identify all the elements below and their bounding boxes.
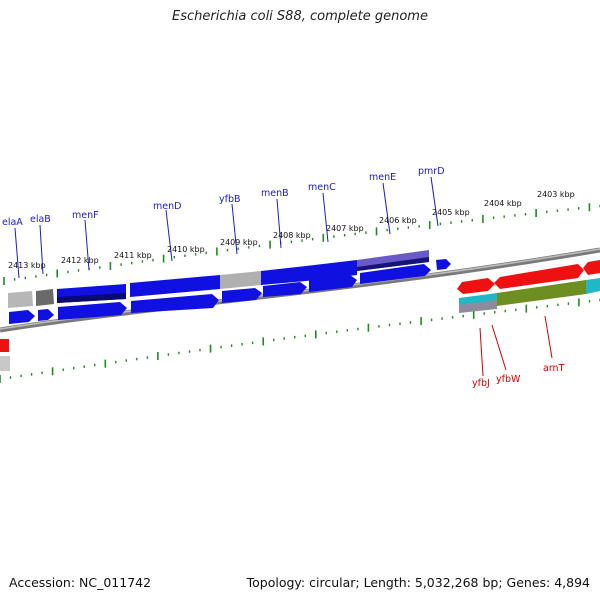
arrow-menB (263, 282, 307, 297)
map-title: Escherichia coli S88, complete genome (172, 9, 428, 24)
gene-block-elaB (36, 289, 54, 306)
ruler-label: 2411 kbp (114, 251, 152, 260)
label-leaders (14, 176, 553, 377)
arrow-menD (131, 294, 219, 313)
ruler-label: 2413 kbp (8, 261, 46, 270)
arrow-menF (58, 302, 127, 320)
gene-label-arnT: arnT (543, 363, 565, 374)
ruler-label: 2406 kbp (379, 216, 417, 225)
block-cyan-gray (459, 300, 497, 313)
gene-label-menC: menC (308, 182, 336, 193)
ruler-label: 2404 kbp (484, 199, 522, 208)
gene-label-elaB: elaB (30, 214, 51, 225)
ruler-label: 2407 kbp (326, 224, 364, 233)
gene-label-menB: menB (261, 188, 289, 199)
gene-block-menE-dark (357, 257, 429, 271)
arrow-yfbJ-red (457, 278, 495, 294)
ruler-label: 2410 kbp (167, 245, 205, 254)
gene-label-elaA: elaA (2, 217, 23, 228)
gene-label-menE: menE (369, 172, 396, 183)
gene-label-menF: menF (72, 210, 99, 221)
upper-feature-track (8, 250, 451, 308)
ruler-labels: 2413 kbp 2412 kbp 2411 kbp 2410 kbp 2409… (8, 190, 575, 270)
gene-label-yfbJ: yfbJ (472, 378, 490, 389)
arrow-edge-red (583, 260, 600, 275)
gene-label-yfbW: yfbW (496, 374, 521, 385)
gene-arrow-pmrD (436, 259, 451, 270)
ruler-label: 2403 kbp (537, 190, 575, 199)
gene-block-menB (261, 266, 306, 285)
arrow-elaB (38, 309, 54, 321)
ruler-label: 2412 kbp (61, 256, 99, 265)
gene-label-pmrD: pmrD (418, 166, 445, 177)
ruler-label: 2405 kbp (432, 208, 470, 217)
arrow-elaA (9, 310, 35, 324)
block-olive (497, 280, 586, 306)
block-cyan-right (586, 278, 600, 294)
reverse-feature-track (457, 260, 600, 313)
accession-text: Accession: NC_011742 (9, 575, 152, 590)
edge-gene-gray (0, 356, 10, 371)
backbone-highlight (0, 248, 600, 330)
arrow-menC (309, 275, 357, 292)
arrow-arnT-red (494, 264, 584, 289)
arrow-menE (360, 264, 431, 284)
ruler-label: 2409 kbp (220, 238, 258, 247)
arrow-yfbB (222, 288, 262, 303)
reverse-gene-labels: yfbJ yfbW arnT (472, 363, 565, 389)
gene-block-menF-dark (57, 293, 126, 303)
gene-block-menD (130, 275, 220, 297)
backbone-line (0, 247, 600, 333)
gene-label-menD: menD (153, 201, 181, 212)
ruler-label: 2408 kbp (273, 231, 311, 240)
gene-label-yfbB: yfbB (219, 194, 241, 205)
gene-block-yfbB-gray (220, 271, 261, 289)
edge-gene-red (0, 339, 9, 352)
ruler-ticks (0, 203, 600, 383)
forward-gene-labels: elaA elaB menF menD yfbB menB menC menE … (2, 166, 445, 228)
genome-summary-text: Topology: circular; Length: 5,032,268 bp… (246, 575, 590, 590)
forward-arrow-track (9, 264, 431, 324)
gene-block-elaA (8, 291, 33, 308)
